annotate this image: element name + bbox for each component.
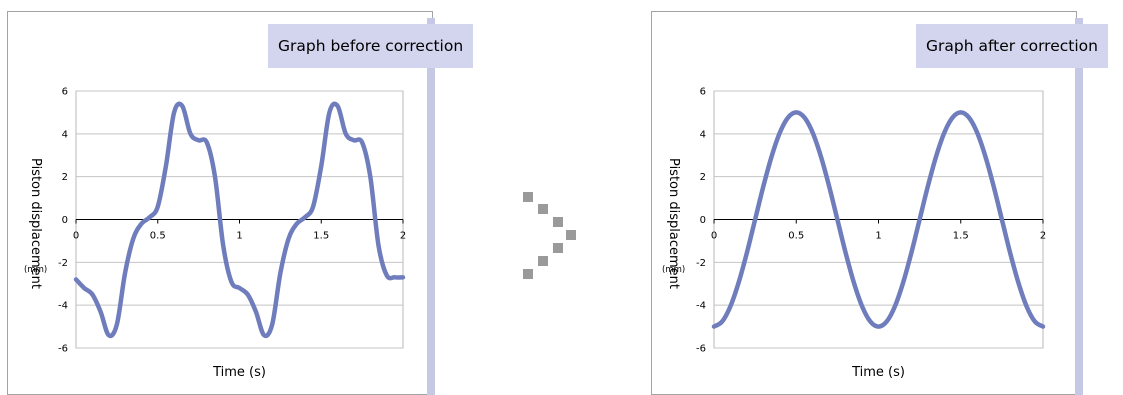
x-tick-label: 1.5 — [313, 231, 329, 242]
chart-frame — [651, 11, 1077, 395]
x-axis-label: Time (s) — [851, 365, 905, 380]
x-tick-label: 0.5 — [788, 231, 804, 242]
y-tick-label: -6 — [58, 344, 68, 355]
arrow-dot — [538, 204, 548, 214]
chart-after: 6 4 2 0 -2 -4 -6 0 0.5 1 1.5 2 Piston displacement(m… — [662, 87, 1046, 381]
y-tick-label: 2 — [700, 172, 706, 183]
y-tick-label: -4 — [58, 301, 68, 312]
chart-before: 6 4 2 0 -2 -4 -6 0 0.5 1 1.5 2 Piston displacement(m… — [24, 87, 406, 381]
panel-accent-bar — [1075, 18, 1083, 395]
y-tick-label: -4 — [696, 301, 706, 312]
y-tick-label: -2 — [696, 258, 706, 269]
x-tick-label: 2 — [400, 231, 406, 242]
x-tick-label: 1 — [875, 231, 881, 242]
y-tick-label: 0 — [700, 215, 706, 226]
panel-accent-bar — [427, 18, 435, 395]
arrow-dot — [553, 217, 563, 227]
chart-badge-after: Graph after correction — [916, 24, 1108, 68]
y-axis-unit: (mm) — [24, 265, 47, 275]
chevron-right-dotted-icon — [518, 192, 578, 284]
series-line — [73, 101, 406, 339]
x-axis-label: Time (s) — [212, 365, 266, 380]
y-tick-label: 4 — [700, 129, 706, 140]
series-line — [711, 110, 1046, 329]
arrow-dot — [523, 269, 533, 279]
y-tick-label: -6 — [696, 344, 706, 355]
y-tick-label: 6 — [62, 87, 68, 98]
y-tick-label: 6 — [700, 87, 706, 98]
x-tick-label: 0 — [711, 231, 717, 242]
y-tick-label: 2 — [62, 172, 68, 183]
y-tick-label: 4 — [62, 129, 68, 140]
arrow-dot — [553, 243, 563, 253]
x-tick-label: 1 — [236, 231, 242, 242]
x-tick-label: 1.5 — [953, 231, 969, 242]
y-axis-unit: (mm) — [662, 265, 685, 275]
y-axis-label: Piston displacement — [28, 158, 43, 289]
y-tick-label: 0 — [62, 215, 68, 226]
arrow-dot — [538, 256, 548, 266]
y-axis-label: Piston displacement — [666, 158, 681, 289]
x-tick-label: 2 — [1040, 231, 1046, 242]
chart-badge-before: Graph before correction — [268, 24, 474, 68]
arrow-dot — [566, 230, 576, 240]
y-tick-label: -2 — [58, 258, 68, 269]
arrow-dot — [523, 192, 533, 202]
x-tick-label: 0 — [73, 231, 79, 242]
x-tick-label: 0.5 — [150, 231, 166, 242]
